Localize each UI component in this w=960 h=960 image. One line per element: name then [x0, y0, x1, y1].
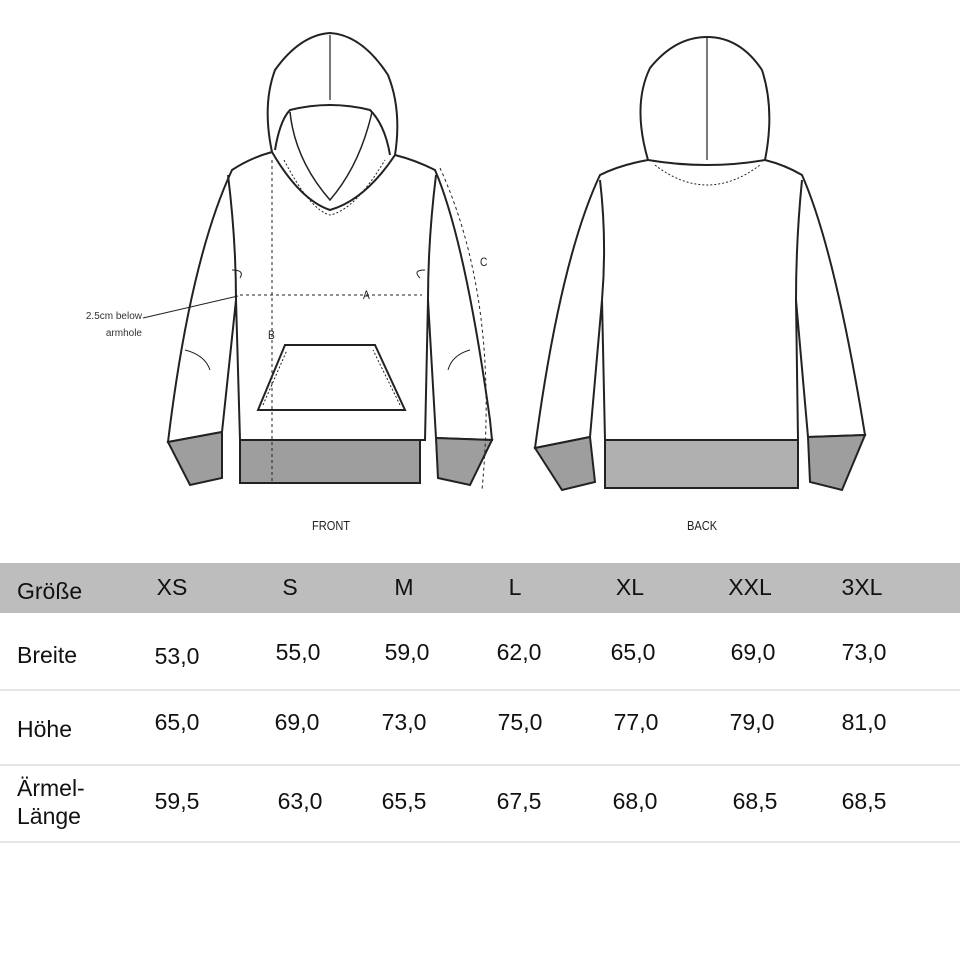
row-label: Breite	[17, 642, 78, 668]
back-label: BACK	[687, 518, 718, 533]
size-3xl: 3XL	[841, 574, 883, 600]
row-label: Ärmel- Länge	[17, 774, 85, 830]
table-cell: 63,0	[277, 788, 323, 814]
hoodie-illustration	[142, 31, 867, 492]
table-cell: 68,5	[732, 788, 778, 814]
table-cell: 68,0	[612, 788, 658, 814]
front-label: FRONT	[312, 518, 351, 533]
table-cell: 67,5	[496, 788, 542, 814]
table-cell: 77,0	[613, 709, 659, 735]
size-xl: XL	[615, 574, 645, 600]
table-cell: 73,0	[841, 639, 887, 665]
table-cell: 75,0	[497, 709, 543, 735]
table-cell: 59,5	[154, 788, 200, 814]
note-line: armhole	[105, 328, 142, 339]
armhole-note: 2.5cm below armhole	[70, 308, 142, 342]
table-row-breite: Breite 53,0 55,0 59,0 62,0 65,0 69,0 73,…	[0, 613, 960, 691]
size-xxl: XXL	[728, 574, 772, 600]
table-cell: 73,0	[381, 709, 427, 735]
table-cell: 53,0	[154, 643, 200, 669]
table-cell: 69,0	[274, 709, 320, 735]
size-table-header: Größe XS S M L XL XXL 3XL	[0, 563, 960, 613]
row-label-line: Ärmel-	[17, 775, 85, 801]
table-cell: 59,0	[384, 639, 430, 665]
size-m: M	[394, 574, 414, 600]
header-label: Größe	[17, 578, 83, 604]
row-label: Höhe	[17, 716, 72, 742]
size-xs: XS	[156, 574, 188, 600]
hoodie-front	[166, 31, 494, 487]
size-l: L	[508, 574, 522, 600]
table-cell: 55,0	[275, 639, 321, 665]
table-cell: 65,0	[610, 639, 656, 665]
size-s: S	[282, 574, 298, 600]
measure-c-label: C	[480, 255, 488, 269]
table-cell: 62,0	[496, 639, 542, 665]
table-row-aermellaenge: Ärmel- Länge 59,5 63,0 65,5 67,5 68,0 68…	[0, 766, 960, 843]
table-cell: 68,5	[841, 788, 887, 814]
row-label-line: Länge	[17, 803, 81, 829]
table-cell: 65,5	[381, 788, 427, 814]
table-cell: 65,0	[154, 709, 200, 735]
measure-a-label: A	[363, 288, 370, 302]
measure-b-label: B	[268, 328, 275, 342]
hoodie-back	[533, 35, 867, 492]
note-line: 2.5cm below	[85, 311, 142, 322]
measurement-lines	[142, 160, 487, 491]
table-cell: 81,0	[841, 709, 887, 735]
table-cell: 79,0	[729, 709, 775, 735]
table-cell: 69,0	[730, 639, 776, 665]
table-row-hoehe: Höhe 65,0 69,0 73,0 75,0 77,0 79,0 81,0	[0, 691, 960, 766]
